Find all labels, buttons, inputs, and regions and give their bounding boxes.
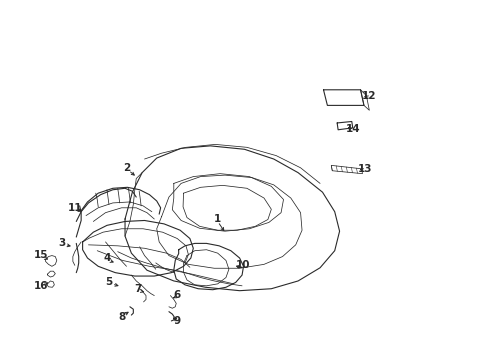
Text: 2: 2 [122,163,130,173]
Text: 12: 12 [361,91,376,101]
Text: 16: 16 [33,281,48,291]
Text: 1: 1 [214,214,221,224]
Text: 10: 10 [236,260,250,270]
Text: 4: 4 [103,253,110,263]
Text: 6: 6 [173,289,181,300]
Text: 5: 5 [105,278,112,287]
Text: 3: 3 [58,238,65,248]
Text: 15: 15 [33,249,48,260]
Text: 13: 13 [357,164,372,174]
Text: 8: 8 [118,311,125,321]
Text: 14: 14 [345,124,359,134]
Text: 7: 7 [134,284,142,294]
Text: 11: 11 [67,203,82,213]
Text: 9: 9 [173,316,181,327]
